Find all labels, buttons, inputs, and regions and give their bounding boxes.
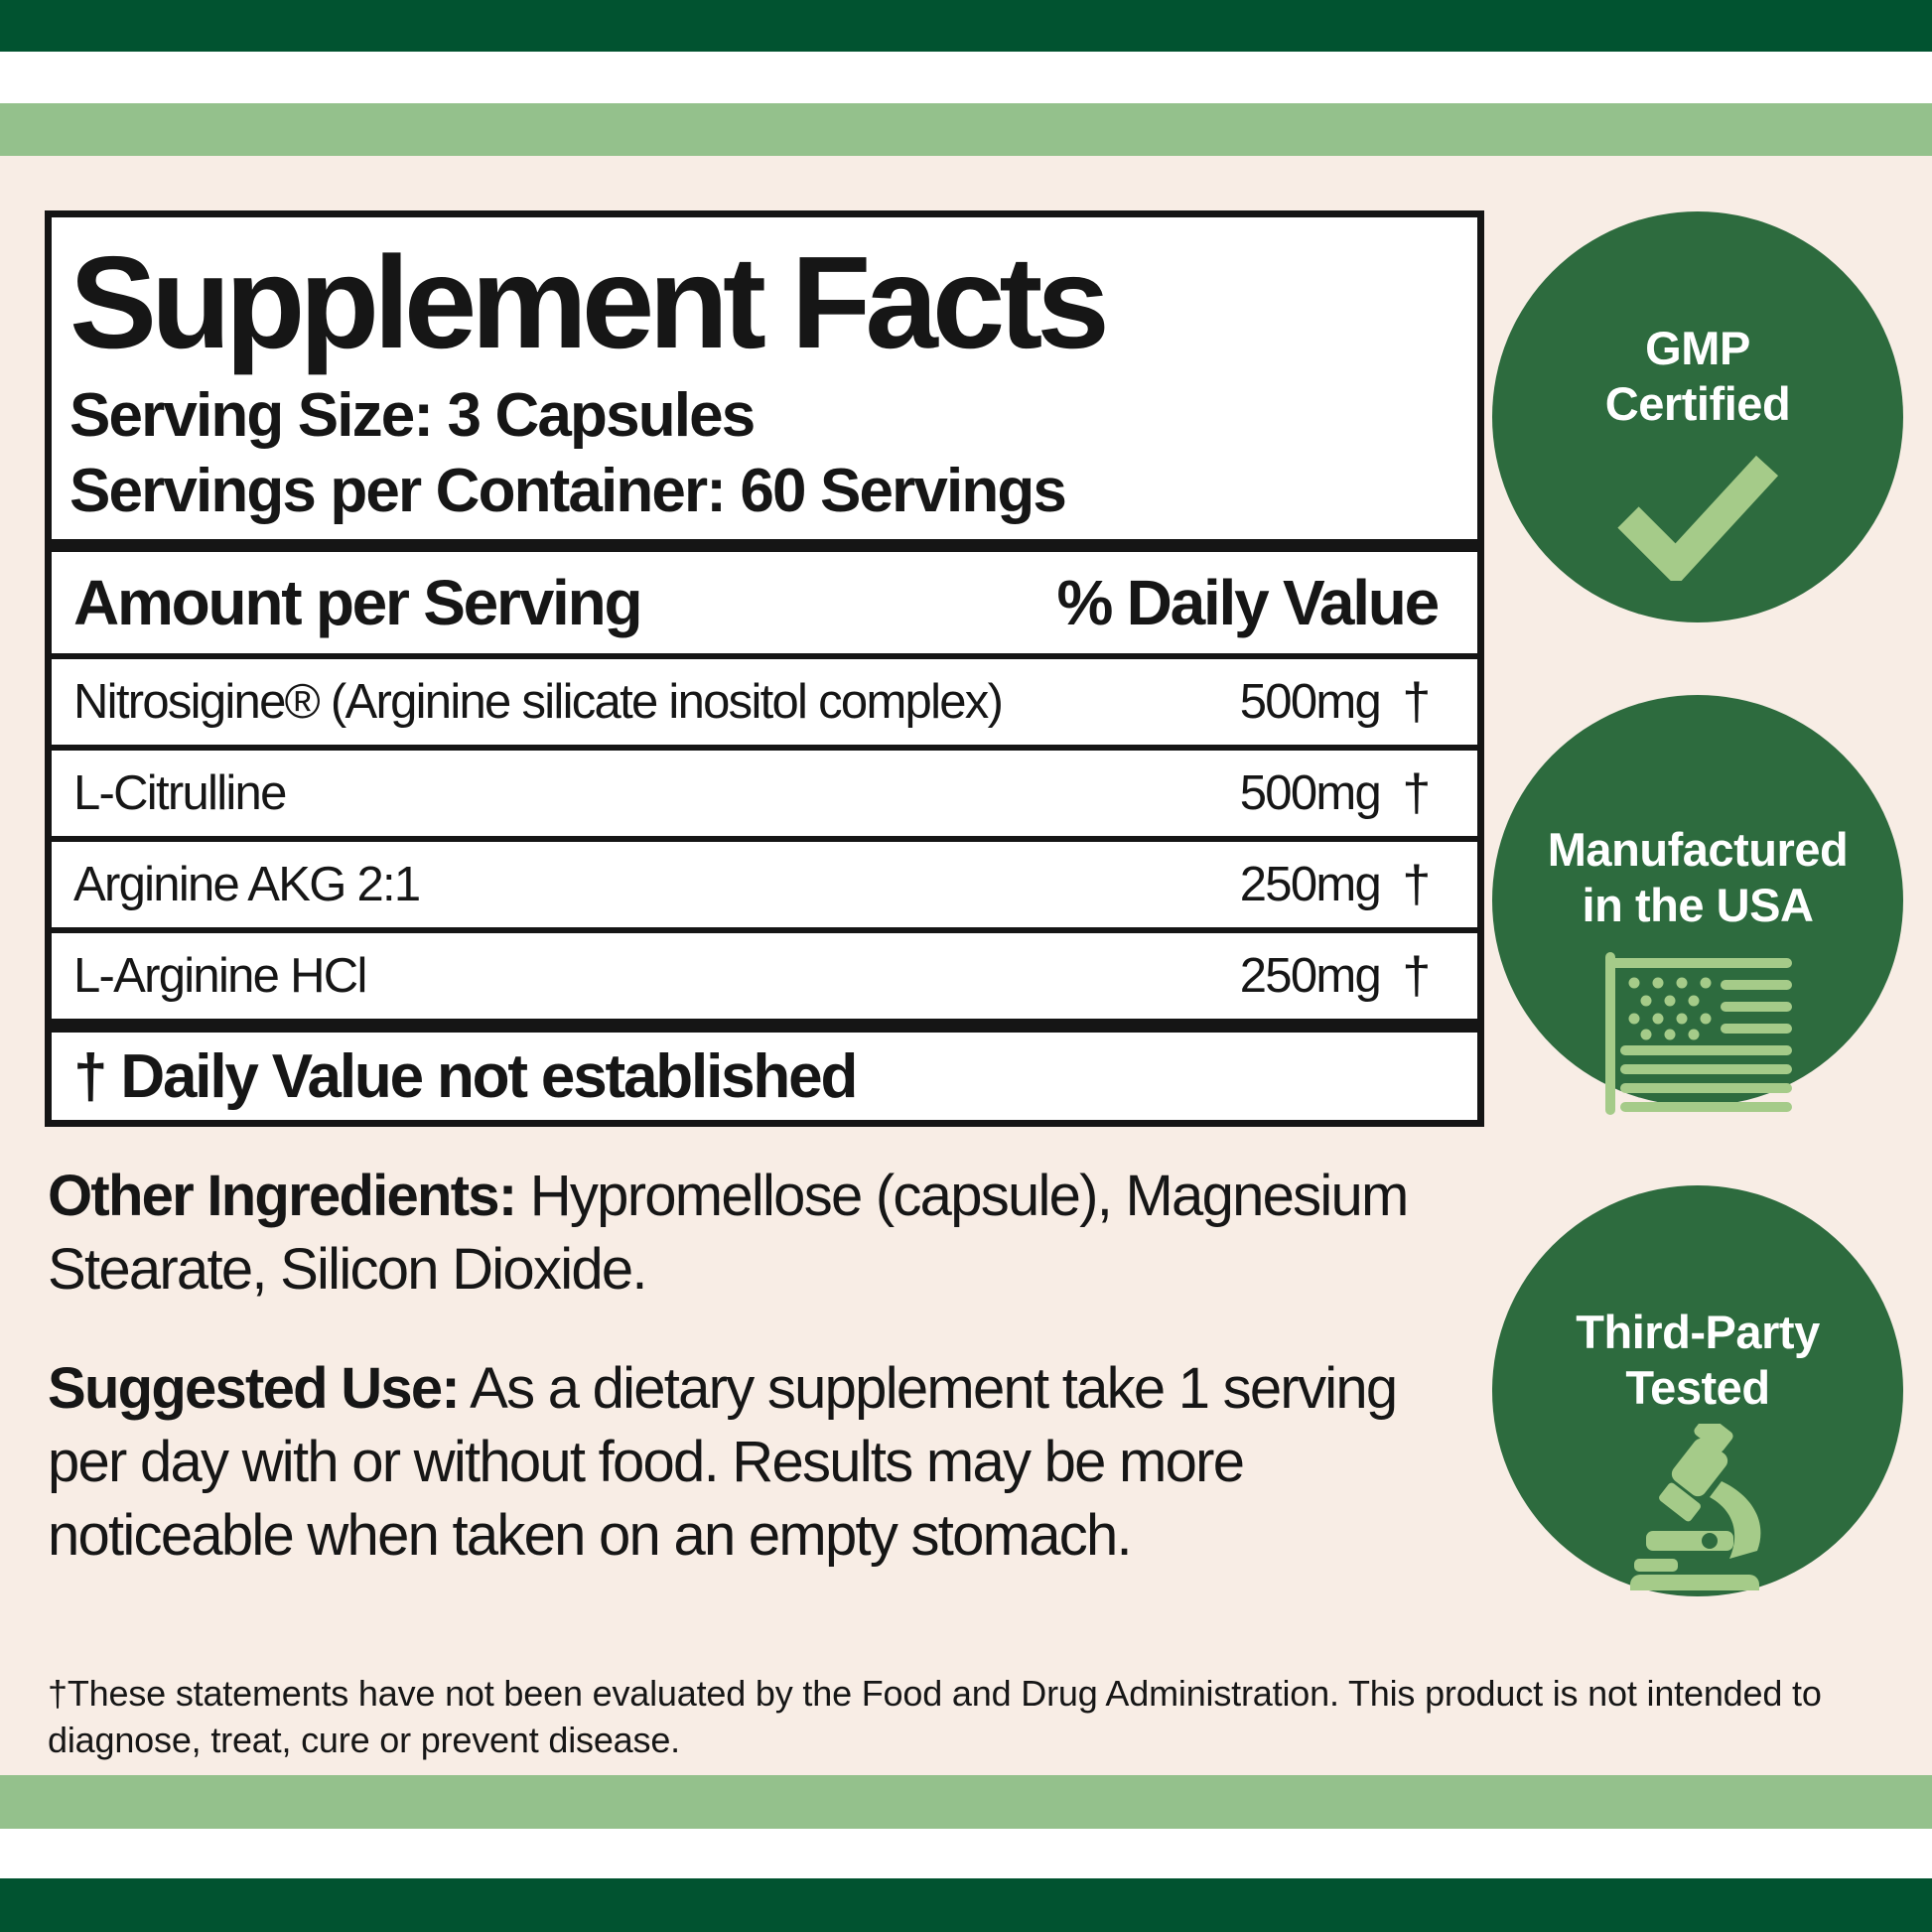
ingredient-name: L-Arginine HCl xyxy=(73,949,367,1003)
top-bar-dark-green xyxy=(0,0,1932,52)
daily-value-footnote: † Daily Value not established xyxy=(52,1019,1477,1120)
ingredient-name: L-Citrulline xyxy=(73,766,287,820)
ingredient-amount: 500mg xyxy=(1239,766,1382,820)
microscope-icon xyxy=(1630,1424,1761,1590)
badge-third-party-tested: Third-Party Tested xyxy=(1492,1185,1903,1596)
ingredient-amount: 500mg xyxy=(1239,675,1382,729)
daily-value-header: % Daily Value xyxy=(1056,567,1440,638)
ingredient-row: Nitrosigine® (Arginine silicate inositol… xyxy=(52,653,1477,745)
ingredient-row: L-Citrulline 500mg † xyxy=(52,745,1477,836)
thick-divider xyxy=(52,539,1477,552)
suggested-use-text: As a dietary supplement take 1 serving p… xyxy=(48,1356,1398,1568)
badge-tested-line2: Tested xyxy=(1625,1361,1770,1414)
facts-title-section: Supplement Facts Serving Size: 3 Capsule… xyxy=(52,217,1477,529)
other-ingredients-label: Other Ingredients: xyxy=(48,1164,517,1228)
badge-gmp-certified: GMP Certified xyxy=(1492,211,1903,622)
serving-size-line: Serving Size: 3 Capsules xyxy=(69,381,756,450)
badge-manufactured-usa: Manufactured in the USA xyxy=(1492,695,1903,1115)
bottom-bar-light-green xyxy=(0,1775,1932,1829)
amount-per-serving-header: Amount per Serving xyxy=(73,567,643,638)
supplement-facts-panel: Supplement Facts Serving Size: 3 Capsule… xyxy=(45,210,1484,1127)
ingredient-name: Nitrosigine® (Arginine silicate inositol… xyxy=(73,675,1004,729)
ingredient-daily-value: † xyxy=(1402,856,1431,913)
badge-gmp-line1: GMP xyxy=(1645,322,1750,374)
facts-title: Supplement Facts xyxy=(69,229,1110,375)
checkmark-icon xyxy=(1617,455,1779,581)
badge-usa-line1: Manufactured xyxy=(1547,823,1849,876)
ingredient-row: Arginine AKG 2:1 250mg † xyxy=(52,836,1477,927)
servings-per-container-line: Servings per Container: 60 Servings xyxy=(69,457,1067,525)
ingredient-daily-value: † xyxy=(1402,947,1431,1005)
suggested-use-paragraph: Suggested Use: As a dietary supplement t… xyxy=(48,1352,1471,1573)
ingredient-amount: 250mg xyxy=(1239,949,1382,1003)
ingredient-daily-value: † xyxy=(1402,764,1431,822)
bottom-bar-dark-green xyxy=(0,1878,1932,1932)
ingredient-daily-value: † xyxy=(1402,673,1431,731)
fda-disclaimer: †These statements have not been evaluate… xyxy=(48,1673,1822,1760)
other-ingredients-paragraph: Other Ingredients: Hypromellose (capsule… xyxy=(48,1160,1449,1307)
ingredient-amount: 250mg xyxy=(1239,858,1382,911)
suggested-use-label: Suggested Use: xyxy=(48,1356,461,1421)
ingredient-row: L-Arginine HCl 250mg † xyxy=(52,927,1477,1019)
usa-flag-icon xyxy=(1605,952,1792,1115)
facts-header-row: Amount per Serving % Daily Value xyxy=(52,552,1477,653)
top-bar-white xyxy=(0,52,1932,103)
bottom-bar-white xyxy=(0,1829,1932,1878)
badge-tested-line1: Third-Party xyxy=(1576,1306,1820,1358)
ingredient-name: Arginine AKG 2:1 xyxy=(73,858,421,911)
top-bar-light-green xyxy=(0,103,1932,156)
badge-usa-line2: in the USA xyxy=(1582,879,1814,931)
other-ingredients-text: Hypromellose (capsule), Magnesium Steara… xyxy=(48,1164,1409,1302)
badge-gmp-line2: Certified xyxy=(1604,377,1791,430)
